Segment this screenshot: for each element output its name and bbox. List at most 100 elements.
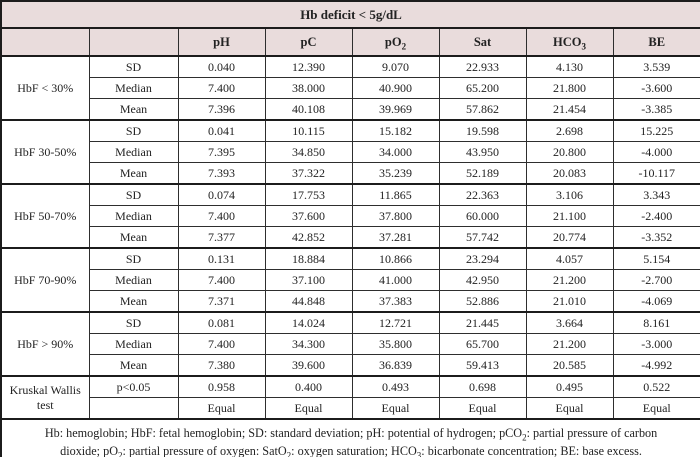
stat-label: Mean <box>88 162 179 185</box>
value-cell: Equal <box>177 397 266 420</box>
column-header: pC <box>264 27 353 57</box>
value-cell: 0.958 <box>177 375 266 398</box>
table-row: Equal Equal Equal Equal Equal Equal <box>1 397 700 420</box>
stat-label: Median <box>88 205 179 227</box>
value-cell: 39.969 <box>351 98 440 121</box>
value-cell: 4.057 <box>525 247 614 270</box>
value-cell: 0.493 <box>351 375 440 398</box>
value-cell: 37.800 <box>351 205 440 227</box>
corner-cell-stat <box>88 27 179 57</box>
value-cell: -3.385 <box>612 98 700 121</box>
value-cell: 8.161 <box>612 311 700 334</box>
value-cell: 52.189 <box>438 162 527 185</box>
value-cell: 0.522 <box>612 375 700 398</box>
stat-label: Median <box>88 269 179 291</box>
stat-label: Mean <box>88 290 179 313</box>
value-cell: -4.992 <box>612 354 700 377</box>
value-cell: 42.852 <box>264 226 353 249</box>
footnote-row: Hb: hemoglobin; HbF: fetal hemoglobin; S… <box>0 418 700 457</box>
value-cell: 17.753 <box>264 183 353 206</box>
value-cell: 5.154 <box>612 247 700 270</box>
value-cell: 20.774 <box>525 226 614 249</box>
value-cell: 7.371 <box>177 290 266 313</box>
value-cell: -3.352 <box>612 226 700 249</box>
value-cell: 4.130 <box>525 55 614 78</box>
value-cell: 14.024 <box>264 311 353 334</box>
value-cell: Equal <box>351 397 440 420</box>
value-cell: 12.721 <box>351 311 440 334</box>
value-cell: 10.866 <box>351 247 440 270</box>
value-cell: 41.000 <box>351 269 440 291</box>
table-row: Kruskal Wallis test p<0.05 0.958 0.400 0.493… <box>0 375 700 420</box>
value-cell: 20.083 <box>525 162 614 185</box>
stat-label: Median <box>88 77 179 99</box>
value-cell: Equal <box>264 397 353 420</box>
group-label: HbF < 30% <box>0 55 90 121</box>
column-header: pO2 <box>351 27 440 57</box>
table-row: Mean 7.377 42.852 37.281 57.742 20.774 -3.352 <box>1 226 700 249</box>
stat-label: SD <box>88 55 179 78</box>
value-cell: 40.900 <box>351 77 440 99</box>
value-cell: 19.598 <box>438 119 527 142</box>
value-cell: 3.106 <box>525 183 614 206</box>
value-cell: 40.108 <box>264 98 353 121</box>
value-cell: 57.862 <box>438 98 527 121</box>
table-row: Median 7.395 34.850 34.000 43.950 20.800 -4.00… <box>1 141 700 163</box>
column-header: Sat <box>438 27 527 57</box>
value-cell: 7.377 <box>177 226 266 249</box>
value-cell: 7.400 <box>177 269 266 291</box>
table-row: Median 7.400 38.000 40.900 65.200 21.800 -3.60… <box>1 77 700 99</box>
value-cell: 34.850 <box>264 141 353 163</box>
value-cell: 65.200 <box>438 77 527 99</box>
value-cell: 7.380 <box>177 354 266 377</box>
value-cell: 65.700 <box>438 333 527 355</box>
value-cell: -2.400 <box>612 205 700 227</box>
value-cell: 7.400 <box>177 333 266 355</box>
value-cell: 9.070 <box>351 55 440 78</box>
value-cell: 22.933 <box>438 55 527 78</box>
stat-label: Mean <box>88 354 179 377</box>
stat-label: SD <box>88 119 179 142</box>
value-cell: 0.698 <box>438 375 527 398</box>
table-row: HbF 30-50% SD 0.041 10.115 15.182 19.598 2.698… <box>0 119 700 185</box>
table-row: Mean 7.396 40.108 39.969 57.862 21.454 -3.385 <box>1 98 700 121</box>
value-cell: 21.100 <box>525 205 614 227</box>
value-cell: 0.400 <box>264 375 353 398</box>
value-cell: 23.294 <box>438 247 527 270</box>
value-cell: 7.400 <box>177 77 266 99</box>
value-cell: 7.395 <box>177 141 266 163</box>
value-cell: 43.950 <box>438 141 527 163</box>
stat-label: p<0.05 <box>88 375 179 398</box>
value-cell: 20.585 <box>525 354 614 377</box>
stat-label: Mean <box>88 98 179 121</box>
value-cell: 21.010 <box>525 290 614 313</box>
value-cell: Equal <box>438 397 527 420</box>
value-cell: 15.225 <box>612 119 700 142</box>
value-cell: 3.539 <box>612 55 700 78</box>
value-cell: 60.000 <box>438 205 527 227</box>
value-cell: 37.100 <box>264 269 353 291</box>
value-cell: -4.069 <box>612 290 700 313</box>
value-cell: Equal <box>612 397 700 420</box>
value-cell: -4.000 <box>612 141 700 163</box>
value-cell: 35.800 <box>351 333 440 355</box>
table-row: HbF 50-70% SD 0.074 17.753 11.865 22.363 3.106… <box>0 183 700 249</box>
value-cell: 34.300 <box>264 333 353 355</box>
value-cell: 37.600 <box>264 205 353 227</box>
table-row: HbF < 30% SD 0.040 12.390 9.070 22.933 4.130 3.… <box>0 55 700 121</box>
group-label: HbF 30-50% <box>0 119 90 185</box>
column-header: BE <box>612 27 700 57</box>
value-cell: 20.800 <box>525 141 614 163</box>
value-cell: 52.886 <box>438 290 527 313</box>
table-row: Median 7.400 37.600 37.800 60.000 21.100 -2.40… <box>1 205 700 227</box>
value-cell: 22.363 <box>438 183 527 206</box>
group-label: HbF 70-90% <box>0 247 90 313</box>
table-row: Mean 7.393 37.322 35.239 52.189 20.083 -10.117 <box>1 162 700 185</box>
value-cell: 3.664 <box>525 311 614 334</box>
value-cell: 0.074 <box>177 183 266 206</box>
value-cell: 7.400 <box>177 205 266 227</box>
column-header-row: pH pC pO2 Sat HCO3 BE <box>0 27 700 57</box>
table-row: Median 7.400 34.300 35.800 65.700 21.200 -3.00… <box>1 333 700 355</box>
value-cell: 0.081 <box>177 311 266 334</box>
